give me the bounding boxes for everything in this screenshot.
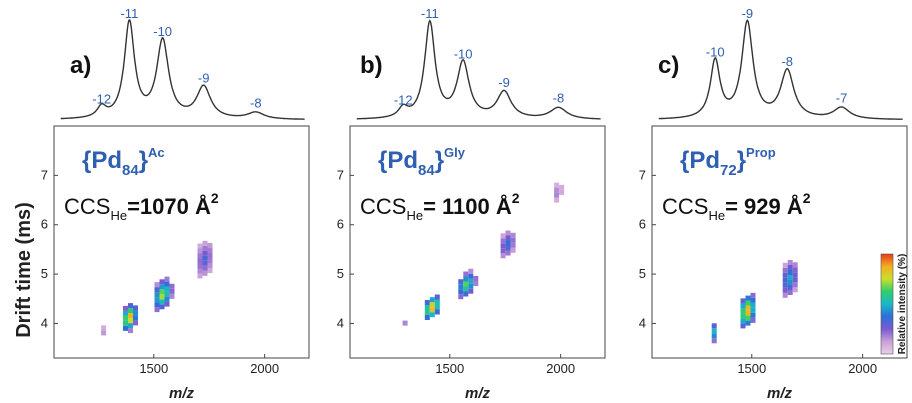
charge-state-label: -8: [781, 54, 793, 69]
heatmap-frame: [349, 125, 606, 359]
panel-1: a)-12 -11 -10 -9 -8 1500 2000 4 5 6 7 m/z {Pd84}Ac CC…: [41, 6, 310, 402]
x-tick-label: 2000: [250, 361, 279, 376]
y-tick-label: 5: [639, 266, 646, 281]
y-tick-label: 7: [639, 167, 646, 182]
y-tick-label: 5: [337, 266, 344, 281]
charge-state-label: -7: [836, 90, 848, 105]
y-tick-label: 6: [337, 217, 344, 232]
charge-state-label: -9: [742, 6, 754, 21]
charge-state-label: -9: [498, 75, 510, 90]
charge-state-label: -8: [553, 90, 565, 105]
mass-spectrum-trace: [356, 19, 601, 120]
ccs-value: CCSHe= 929 Å2: [662, 190, 811, 223]
x-axis-label: m/z: [465, 385, 491, 402]
x-tick-label: 1500: [139, 361, 168, 376]
ccs-value: CCSHe=1070 Å2: [64, 190, 219, 223]
panel-2: b) -12 -11 -10 -9 -8 1500 2000 4 5 6 7 m/z {Pd84}Gly C…: [337, 6, 606, 402]
panel-letter: a): [70, 52, 91, 79]
y-axis-label: Drift time (ms): [13, 202, 35, 338]
y-tick-label: 4: [337, 315, 344, 330]
x-tick-label: 2000: [546, 361, 575, 376]
charge-state-label: -12: [394, 92, 413, 107]
cluster-formula: {Pd72}Prop: [680, 145, 776, 179]
x-tick-label: 1500: [737, 361, 766, 376]
charge-state-label: -8: [250, 95, 262, 110]
y-tick-label: 6: [41, 217, 48, 232]
y-tick-label: 7: [337, 167, 344, 182]
heatmap-spot: [101, 325, 107, 336]
panel-letter: b): [360, 52, 383, 79]
colorbar-gradient: [880, 253, 894, 355]
y-tick-label: 7: [41, 167, 48, 182]
x-tick-label: 2000: [848, 361, 877, 376]
panel-letter: c): [658, 52, 679, 79]
charge-state-label: -10: [706, 44, 725, 59]
mass-spectrum-trace: [658, 18, 903, 120]
heatmap-frame: [651, 125, 908, 359]
x-tick-label: 1500: [435, 361, 464, 376]
heatmap-spot: [500, 230, 516, 259]
x-axis-label: m/z: [169, 385, 195, 402]
charge-state-label: -12: [92, 91, 111, 106]
mass-spectrum-trace: [60, 19, 305, 120]
panel-3: c) -10 -9 -8 -7 1500 2000 4 5 6 7 m/z {Pd72}Prop CCSH…: [639, 6, 908, 402]
y-tick-label: 4: [639, 315, 646, 330]
heatmap-spot: [123, 303, 138, 334]
heatmap-spot: [402, 320, 408, 326]
heatmap-frame: [53, 125, 310, 359]
charge-state-label: -11: [120, 6, 138, 21]
charge-state-label: -10: [454, 46, 473, 61]
heatmap-spot: [711, 323, 717, 344]
x-axis-label: m/z: [767, 385, 793, 402]
charge-state-label: -10: [153, 24, 172, 39]
heatmap-spot: [458, 268, 479, 300]
heatmap-spot: [782, 260, 798, 298]
heatmap-spot: [740, 292, 756, 329]
cluster-formula: {Pd84}Gly: [378, 145, 466, 179]
ccs-value: CCSHe= 1100 Å2: [360, 190, 520, 223]
colorbar: Relative intensity (%): [880, 253, 908, 355]
heatmap-spot: [554, 182, 565, 203]
heatmap-spot: [424, 294, 440, 320]
charge-state-label: -9: [198, 70, 210, 85]
heatmap-spot: [154, 276, 175, 313]
charge-state-label: -11: [421, 6, 439, 21]
y-tick-label: 5: [41, 266, 48, 281]
y-tick-label: 4: [41, 315, 48, 330]
y-tick-label: 6: [639, 217, 646, 232]
colorbar-label: Relative intensity (%): [897, 254, 908, 355]
cluster-formula: {Pd84}Ac: [82, 145, 165, 179]
heatmap-spot: [197, 240, 213, 279]
